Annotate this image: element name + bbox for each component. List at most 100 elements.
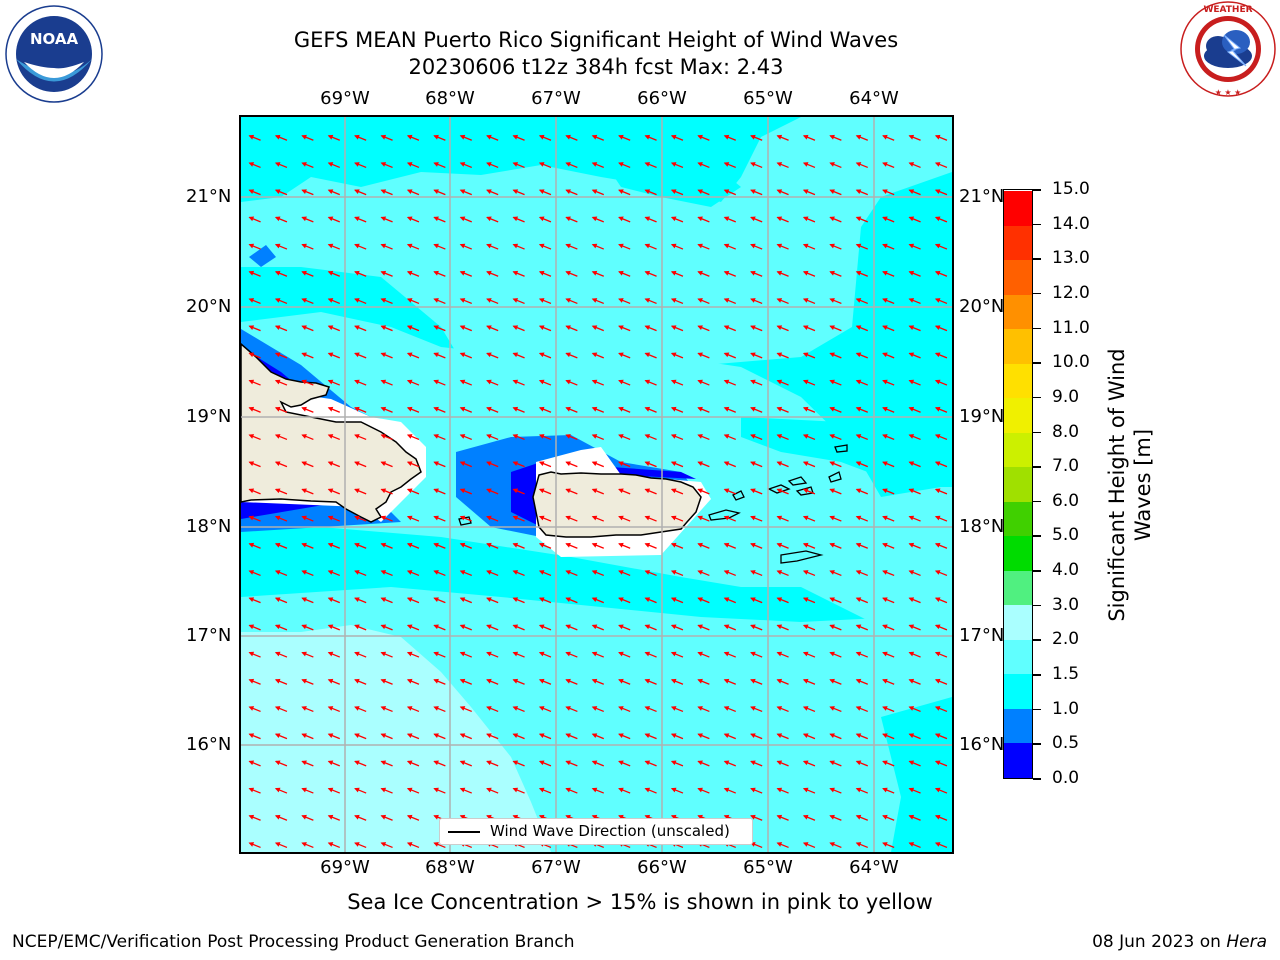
- wind-wave-arrow: [433, 270, 446, 277]
- wind-wave-arrow: [829, 760, 842, 767]
- wind-wave-arrow: [882, 733, 895, 740]
- wind-wave-arrow: [301, 162, 314, 169]
- svg-text:WEATHER: WEATHER: [1203, 5, 1252, 15]
- wind-wave-arrow: [354, 570, 367, 577]
- wind-wave-arrow: [538, 678, 552, 685]
- wind-wave-arrow: [591, 134, 605, 141]
- wind-wave-arrow: [776, 379, 789, 386]
- wind-wave-arrow: [829, 733, 842, 740]
- wind-wave-arrow: [406, 461, 420, 468]
- wind-wave-arrow: [354, 678, 367, 685]
- wind-wave-arrow: [908, 678, 921, 685]
- wind-wave-arrow: [644, 189, 657, 196]
- colorbar-tick-label: 12.0: [1052, 282, 1090, 303]
- wind-wave-arrow: [644, 787, 657, 794]
- wind-wave-arrow: [618, 298, 631, 305]
- wind-wave-arrow: [618, 760, 631, 767]
- wind-wave-arrow: [301, 189, 314, 196]
- wind-wave-arrow: [697, 760, 710, 767]
- wind-wave-arrow: [882, 515, 895, 522]
- colorbar-tick-label: 1.5: [1052, 664, 1080, 685]
- wind-wave-arrow: [618, 570, 631, 577]
- wind-wave-arrow: [486, 570, 499, 577]
- wind-wave-arrow: [618, 379, 631, 386]
- wind-wave-arrow: [591, 787, 605, 794]
- wind-wave-arrow: [406, 270, 420, 277]
- wind-wave-arrow: [565, 270, 578, 277]
- wind-wave-arrow: [354, 515, 367, 522]
- wind-wave-arrow: [750, 461, 763, 468]
- wind-wave-arrow: [802, 678, 816, 685]
- wind-wave-arrow: [750, 542, 763, 549]
- wind-wave-arrow: [486, 325, 499, 332]
- wind-wave-arrow: [512, 352, 525, 359]
- wind-wave-arrow: [618, 597, 631, 604]
- wind-wave-arrow: [380, 270, 393, 277]
- wind-wave-arrow: [406, 189, 420, 196]
- wind-wave-arrow: [512, 733, 525, 740]
- wind-wave-arrow: [248, 706, 261, 713]
- wind-wave-arrow: [565, 162, 578, 169]
- wind-wave-arrow: [750, 406, 763, 413]
- wind-wave-arrow: [750, 814, 763, 821]
- wind-wave-arrow: [670, 325, 684, 332]
- wind-wave-arrow: [301, 515, 314, 522]
- wind-wave-arrow: [697, 216, 710, 223]
- wind-wave-arrow: [512, 651, 525, 658]
- wind-wave-arrow: [776, 352, 789, 359]
- wind-wave-arrow: [829, 842, 842, 849]
- wind-wave-arrow: [433, 216, 446, 223]
- wind-wave-arrow: [802, 379, 816, 386]
- wind-wave-arrow: [380, 298, 393, 305]
- wind-wave-arrow: [380, 597, 393, 604]
- wind-wave-arrow: [486, 379, 499, 386]
- colorbar-tick-label: 8.0: [1052, 421, 1080, 442]
- wind-wave-arrow: [354, 760, 367, 767]
- wind-wave-arrow: [723, 678, 737, 685]
- wind-wave-arrow: [855, 570, 869, 577]
- wind-wave-arrow: [882, 406, 895, 413]
- wind-wave-arrow: [486, 270, 499, 277]
- wind-wave-arrow: [855, 379, 869, 386]
- wind-wave-arrow: [855, 434, 869, 441]
- wind-wave-arrow: [538, 542, 552, 549]
- wind-wave-arrow: [882, 542, 895, 549]
- wind-wave-arrow: [565, 597, 578, 604]
- wind-wave-arrow: [248, 597, 261, 604]
- wind-wave-arrow: [354, 814, 367, 821]
- wind-wave-arrow: [327, 352, 341, 359]
- wind-wave-arrow: [248, 570, 261, 577]
- wind-wave-arrow: [486, 134, 499, 141]
- colorbar-segment: [1004, 363, 1032, 399]
- wind-wave-arrow: [406, 542, 420, 549]
- footer-host: Hera: [1226, 932, 1267, 952]
- wind-wave-arrow: [776, 406, 789, 413]
- wind-wave-arrow: [908, 216, 921, 223]
- wind-wave-arrow: [406, 434, 420, 441]
- lon-label-top: 64°W: [849, 88, 899, 109]
- wind-wave-arrow: [750, 678, 763, 685]
- wind-wave-arrow: [750, 379, 763, 386]
- wind-wave-arrow: [354, 189, 367, 196]
- wind-wave-arrow: [248, 189, 261, 196]
- wind-wave-arrow: [908, 488, 921, 495]
- wind-wave-arrow: [591, 216, 605, 223]
- wind-wave-arrow: [934, 760, 948, 767]
- wind-wave-arrow: [380, 461, 393, 468]
- wind-wave-arrow: [697, 325, 710, 332]
- wind-wave-arrow: [380, 406, 393, 413]
- wind-wave-arrow: [829, 814, 842, 821]
- wind-wave-arrow: [433, 352, 446, 359]
- wind-wave-arrow: [644, 760, 657, 767]
- wind-wave-arrow: [802, 570, 816, 577]
- wind-wave-arrow: [512, 760, 525, 767]
- wind-wave-arrow: [776, 461, 789, 468]
- wind-wave-arrow: [697, 733, 710, 740]
- wind-wave-arrow: [829, 678, 842, 685]
- wind-wave-arrow: [855, 651, 869, 658]
- wind-wave-arrow: [723, 434, 737, 441]
- wind-wave-arrow: [855, 325, 869, 332]
- wind-wave-arrow: [327, 706, 341, 713]
- wind-wave-arrow: [908, 461, 921, 468]
- wind-wave-arrow: [538, 706, 552, 713]
